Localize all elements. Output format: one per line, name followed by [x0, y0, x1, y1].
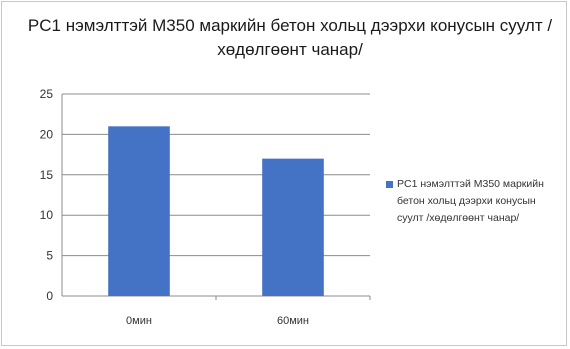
y-tick-label: 15	[40, 168, 54, 182]
legend-label: PC1 нэмэлттэй M350 маркийн бетон хольц д…	[397, 178, 544, 224]
chart-title: PC1 нэмэлттэй M350 маркийн бетон хольц д…	[27, 16, 553, 59]
y-tick-label: 10	[40, 208, 54, 222]
legend-swatch	[386, 181, 393, 188]
y-tick-label: 20	[40, 127, 54, 141]
bar-0мин	[108, 126, 170, 296]
x-tick-label: 60мин	[277, 315, 309, 327]
y-tick-label: 0	[46, 289, 53, 303]
y-tick-label: 5	[46, 249, 53, 263]
x-tick-label: 0мин	[126, 315, 152, 327]
bar-60мин	[262, 158, 324, 296]
y-tick-label: 25	[40, 87, 54, 101]
